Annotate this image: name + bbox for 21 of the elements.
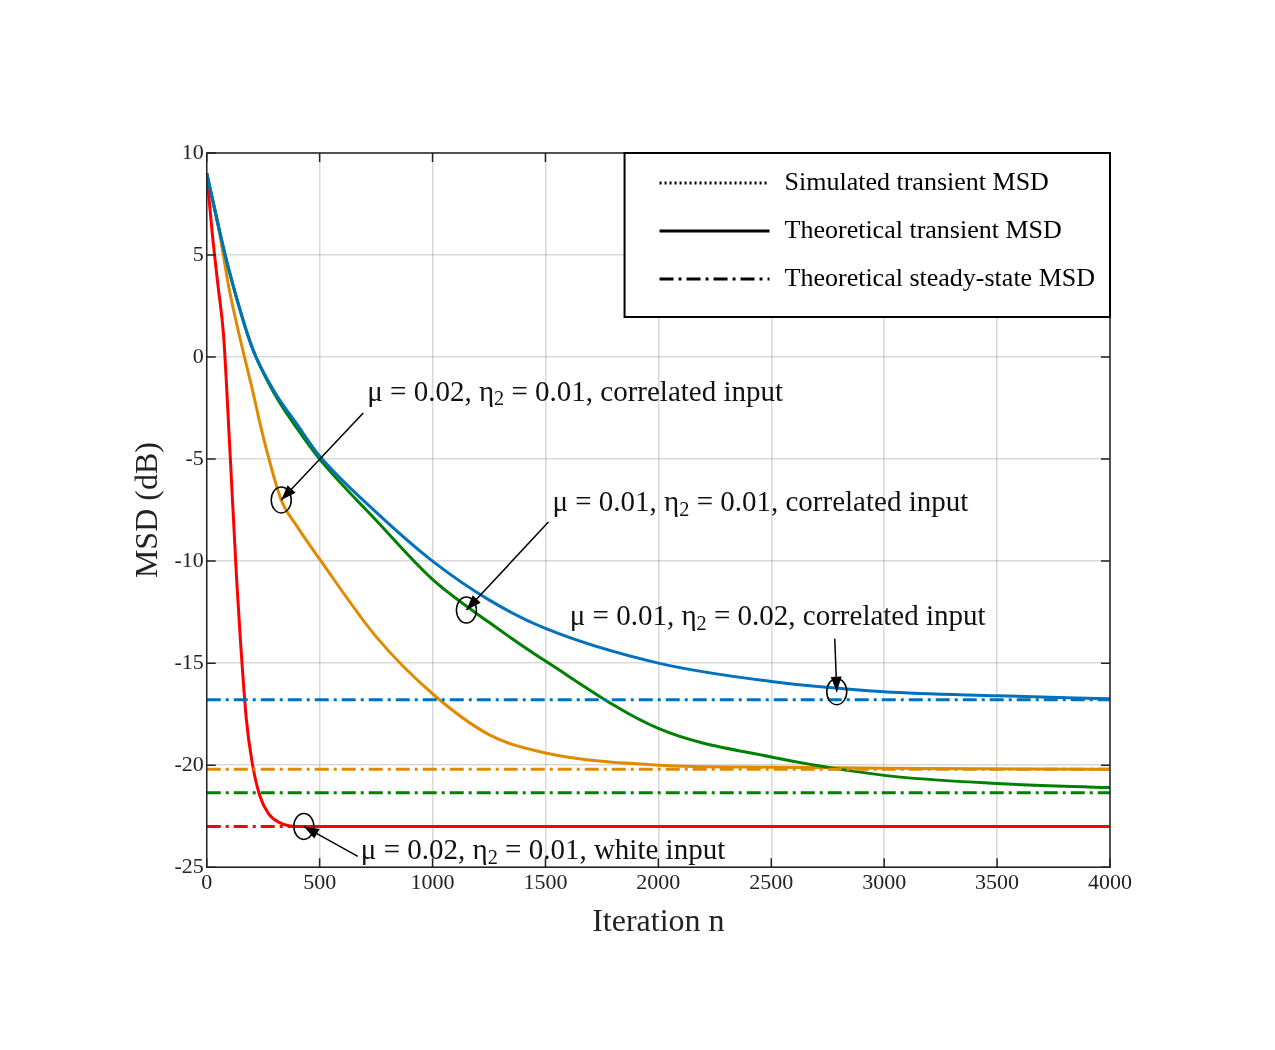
- legend-label: Theoretical transient MSD: [784, 214, 1062, 244]
- y-tick-label: -5: [185, 444, 204, 470]
- legend-label: Simulated transient MSD: [784, 166, 1049, 196]
- x-tick-label: 2000: [636, 869, 681, 895]
- y-tick-label: 5: [192, 240, 204, 266]
- y-axis-title: MSD (dB): [127, 442, 164, 579]
- legend-label: Theoretical steady-state MSD: [784, 262, 1095, 292]
- y-tick-label: -25: [174, 852, 204, 878]
- x-tick-label: 500: [303, 869, 337, 895]
- x-axis-title: Iteration n: [592, 902, 725, 939]
- x-tick-label: 3500: [975, 869, 1020, 895]
- x-tick-label: 2500: [749, 869, 794, 895]
- x-tick-label: 3000: [862, 869, 907, 895]
- x-tick-label: 1500: [523, 869, 568, 895]
- x-tick-label: 4000: [1088, 869, 1132, 895]
- x-tick-label: 1000: [410, 869, 455, 895]
- y-tick-label: -10: [174, 546, 204, 572]
- y-tick-label: -20: [174, 750, 204, 776]
- y-tick-label: -15: [174, 648, 204, 674]
- y-tick-label: 0: [192, 342, 204, 368]
- y-tick-label: 10: [181, 138, 204, 164]
